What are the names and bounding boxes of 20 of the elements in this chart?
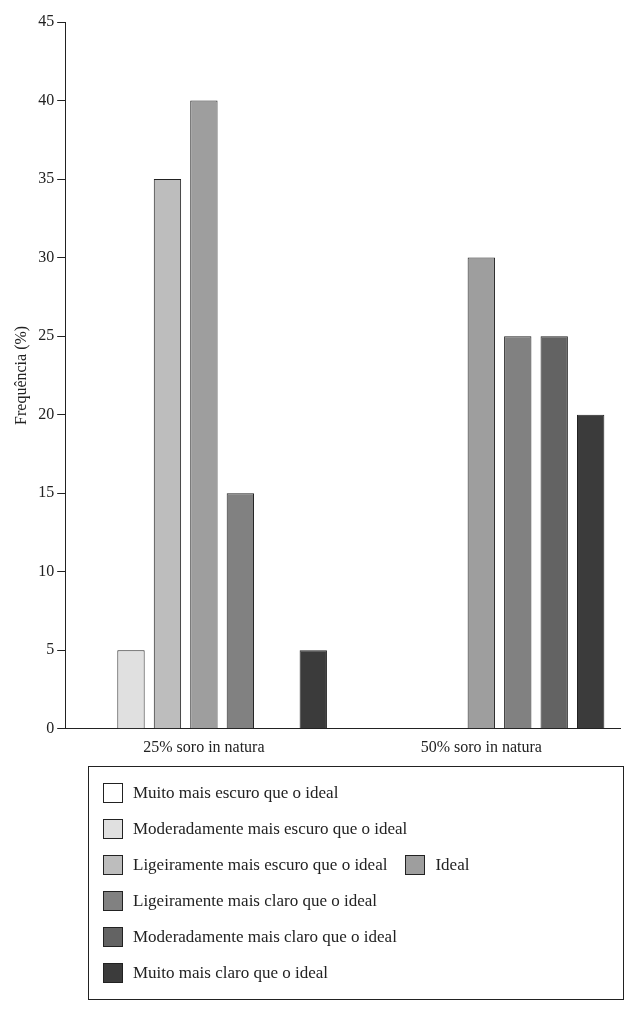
legend-label: Moderadamente mais claro que o ideal [133,927,397,947]
y-tick-label: 35 [38,169,55,187]
y-tick-label: 5 [46,640,55,658]
y-tick-label: 40 [38,90,55,108]
y-tick-label: 15 [38,483,55,501]
legend-label: Moderadamente mais escuro que o ideal [133,819,408,839]
y-axis-title: Frequência (%) [11,325,30,425]
legend-label: Ideal [435,855,470,875]
y-tick-label: 10 [38,561,55,579]
legend-label: Ligeiramente mais escuro que o ideal [133,855,388,875]
legend-label: Ligeiramente mais claro que o ideal [133,891,378,911]
y-tick-label: 30 [38,247,55,265]
legend-label: Muito mais escuro que o ideal [133,783,339,803]
y-tick-label: 25 [38,326,55,344]
x-tick-label: 50% soro in natura [420,737,542,755]
y-tick-label: 45 [38,12,55,30]
x-tick-label: 25% soro in natura [143,737,265,755]
y-tick-label: 20 [38,404,55,422]
y-tick-label: 0 [46,719,55,736]
legend-label: Muito mais claro que o ideal [133,963,328,983]
